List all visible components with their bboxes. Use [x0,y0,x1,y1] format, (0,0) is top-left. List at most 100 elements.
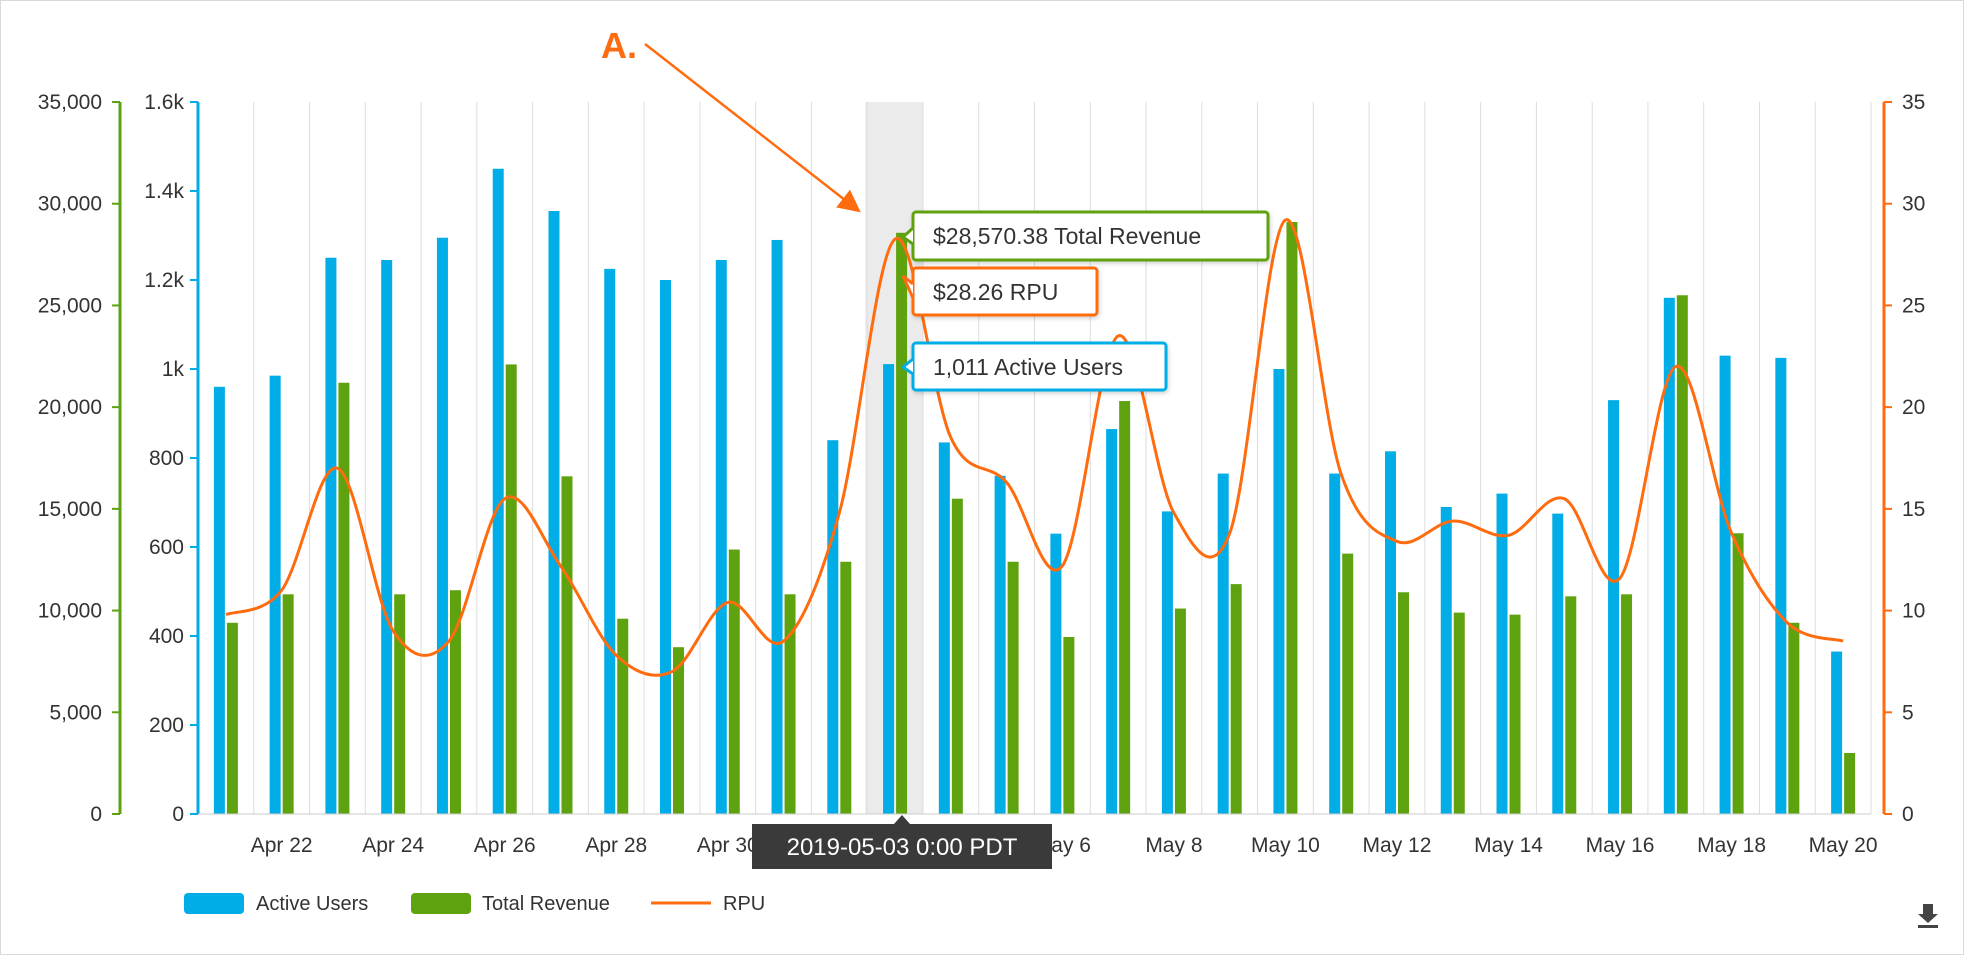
bar-total-revenue [338,383,349,814]
bar-active-users [1106,429,1117,814]
bar-total-revenue [1398,592,1409,814]
download-icon[interactable] [1913,899,1943,929]
bar-active-users [1050,534,1061,814]
y-axis-users-label: 400 [149,625,184,648]
bar-total-revenue [561,476,572,814]
bar-active-users [827,440,838,814]
y-axis-rpu-label: 0 [1902,803,1914,826]
tooltip-rpu-text: $28.26 RPU [933,279,1058,305]
tooltip-rpu: $28.26 RPU [903,268,1097,315]
bar-total-revenue [506,364,517,814]
bar-active-users [1608,400,1619,814]
bar-active-users [772,240,783,814]
legend-item-active-users[interactable]: Active Users [184,893,368,915]
y-axis-users-label: 1k [162,358,185,381]
y-axis-users-label: 800 [149,447,184,470]
y-axis-revenue-label: 10,000 [38,600,102,623]
y-axis-revenue-label: 35,000 [38,91,102,114]
tooltip-total-revenue-text: $28,570.38 Total Revenue [933,223,1201,249]
hover-date-text: 2019-05-03 0:00 PDT [787,834,1018,861]
bar-total-revenue [1063,637,1074,814]
y-axis-users-label: 600 [149,536,184,559]
y-axis-revenue-label: 30,000 [38,193,102,216]
tooltip-total-revenue: $28,570.38 Total Revenue [903,212,1268,260]
x-axis-label: May 18 [1697,834,1766,857]
bar-total-revenue [1231,584,1242,814]
x-axis-label: May 16 [1586,834,1655,857]
x-axis-label: May 12 [1363,834,1432,857]
hover-date-tooltip: 2019-05-03 0:00 PDT [752,815,1052,869]
legend-item-total-revenue[interactable]: Total Revenue [411,893,610,915]
bar-active-users [660,280,671,814]
bar-active-users [716,260,727,814]
y-axis-revenue-label: 25,000 [38,294,102,317]
y-axis-rpu-label: 20 [1902,396,1925,419]
y-axis-revenue-label: 5,000 [49,701,102,724]
bar-active-users [604,269,615,814]
tooltip-active-users: 1,011 Active Users [903,343,1166,390]
legend-item-rpu[interactable]: RPU [651,893,765,915]
bar-total-revenue [896,233,907,814]
hover-band [865,102,923,814]
bar-total-revenue [394,594,405,814]
bar-total-revenue [1286,222,1297,814]
annotation-arrow [645,44,859,211]
x-axis-label: Apr 26 [474,834,536,857]
y-axis-revenue-label: 15,000 [38,498,102,521]
legend-active-users-label: Active Users [256,893,368,915]
x-axis-label: May 20 [1809,834,1878,857]
bar-active-users [1441,507,1452,814]
bar-active-users [1162,511,1173,814]
bar-active-users [381,260,392,814]
bar-total-revenue [729,550,740,814]
x-axis-label: Apr 28 [585,834,647,857]
x-axis-label: Apr 30 [697,834,759,857]
bar-active-users [1720,356,1731,814]
bar-active-users [437,238,448,814]
y-axis-revenue-label: 0 [90,803,102,826]
bar-active-users [939,442,950,814]
bar-active-users [1329,474,1340,814]
bar-active-users [1385,451,1396,814]
x-axis-label: May 10 [1251,834,1320,857]
bar-active-users [995,476,1006,814]
legend-total-revenue-label: Total Revenue [482,893,610,915]
x-axis-label: Apr 22 [251,834,313,857]
bar-total-revenue [1342,554,1353,814]
bar-total-revenue [1565,596,1576,814]
annotation-group: A. [601,25,859,211]
legend-rpu-label: RPU [723,893,765,915]
bar-total-revenue [283,594,294,814]
x-axis-label: Apr 24 [362,834,424,857]
bar-total-revenue [1621,594,1632,814]
bar-active-users [1497,494,1508,814]
bar-active-users [1831,652,1842,814]
y-axis-rpu-label: 30 [1902,193,1925,216]
bar-active-users [214,387,225,814]
y-axis-users-label: 1.4k [144,180,184,203]
bar-total-revenue [227,623,238,814]
y-axis-users-label: 1.2k [144,269,184,292]
x-axis-label: May 8 [1145,834,1202,857]
bar-total-revenue [952,499,963,814]
bar-total-revenue [1733,533,1744,814]
bar-total-revenue [1788,623,1799,814]
y-axis-rpu-label: 25 [1902,294,1925,317]
annotation-label: A. [601,25,637,66]
bar-total-revenue [1510,615,1521,814]
x-axis-label: May 14 [1474,834,1543,857]
y-axis-users-label: 1.6k [144,91,184,114]
bar-total-revenue [617,619,628,814]
bar-active-users [548,211,559,814]
y-axis-rpu-label: 35 [1902,91,1925,114]
bar-total-revenue [1175,609,1186,814]
bar-active-users [883,364,894,814]
y-axis-users-label: 200 [149,714,184,737]
bar-total-revenue [1008,562,1019,814]
bar-total-revenue [1119,401,1130,814]
bar-total-revenue [840,562,851,814]
bar-active-users [1775,358,1786,814]
y-axis-rpu-label: 15 [1902,498,1925,521]
bar-active-users [1218,474,1229,814]
